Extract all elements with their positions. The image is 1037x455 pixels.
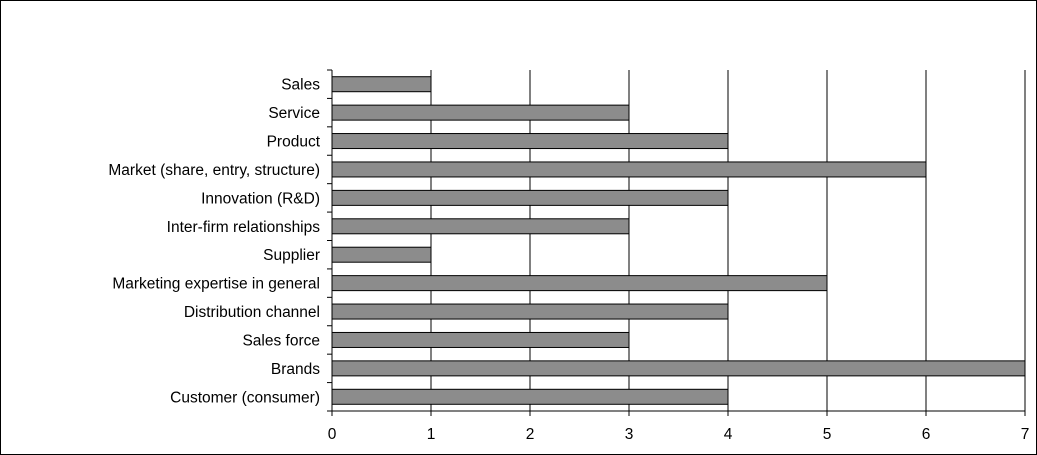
bar (331, 76, 432, 93)
category-label: Distribution channel (184, 304, 320, 321)
x-tick-labels: 0 1 2 3 4 5 6 7 (328, 426, 1030, 443)
bar (331, 218, 630, 235)
x-tick-label: 6 (922, 426, 931, 443)
category-label: Marketing expertise in general (112, 276, 320, 293)
category-label: Market (share, entry, structure) (108, 162, 320, 179)
bar (331, 303, 729, 320)
category-label: Innovation (R&D) (201, 190, 320, 207)
bar (331, 189, 729, 206)
bar (331, 388, 729, 405)
bar (331, 246, 432, 263)
bar (331, 133, 729, 150)
category-label: Sales force (242, 332, 320, 349)
category-label: Inter-firm relationships (167, 219, 321, 236)
category-label: Supplier (263, 247, 320, 264)
bar (331, 104, 630, 121)
category-labels: Sales Service Product Market (share, entry,… (108, 77, 320, 407)
bar (331, 360, 1026, 377)
category-label: Service (268, 105, 320, 122)
x-tick-label: 3 (625, 426, 634, 443)
category-label: Sales (281, 77, 320, 94)
category-label: Brands (271, 361, 320, 378)
category-label: Product (267, 134, 321, 151)
bar (331, 275, 828, 292)
bar (331, 331, 630, 348)
x-tick-label: 5 (823, 426, 832, 443)
x-tick-label: 4 (724, 426, 733, 443)
axes (327, 69, 1026, 416)
category-label: Customer (consumer) (170, 389, 320, 406)
x-tick-label: 0 (328, 426, 337, 443)
bar (331, 161, 927, 178)
bars (331, 76, 1026, 405)
gridlines (430, 70, 1026, 411)
x-tick-label: 7 (1021, 426, 1030, 443)
x-tick-label: 2 (526, 426, 535, 443)
x-tick-label: 1 (427, 426, 436, 443)
